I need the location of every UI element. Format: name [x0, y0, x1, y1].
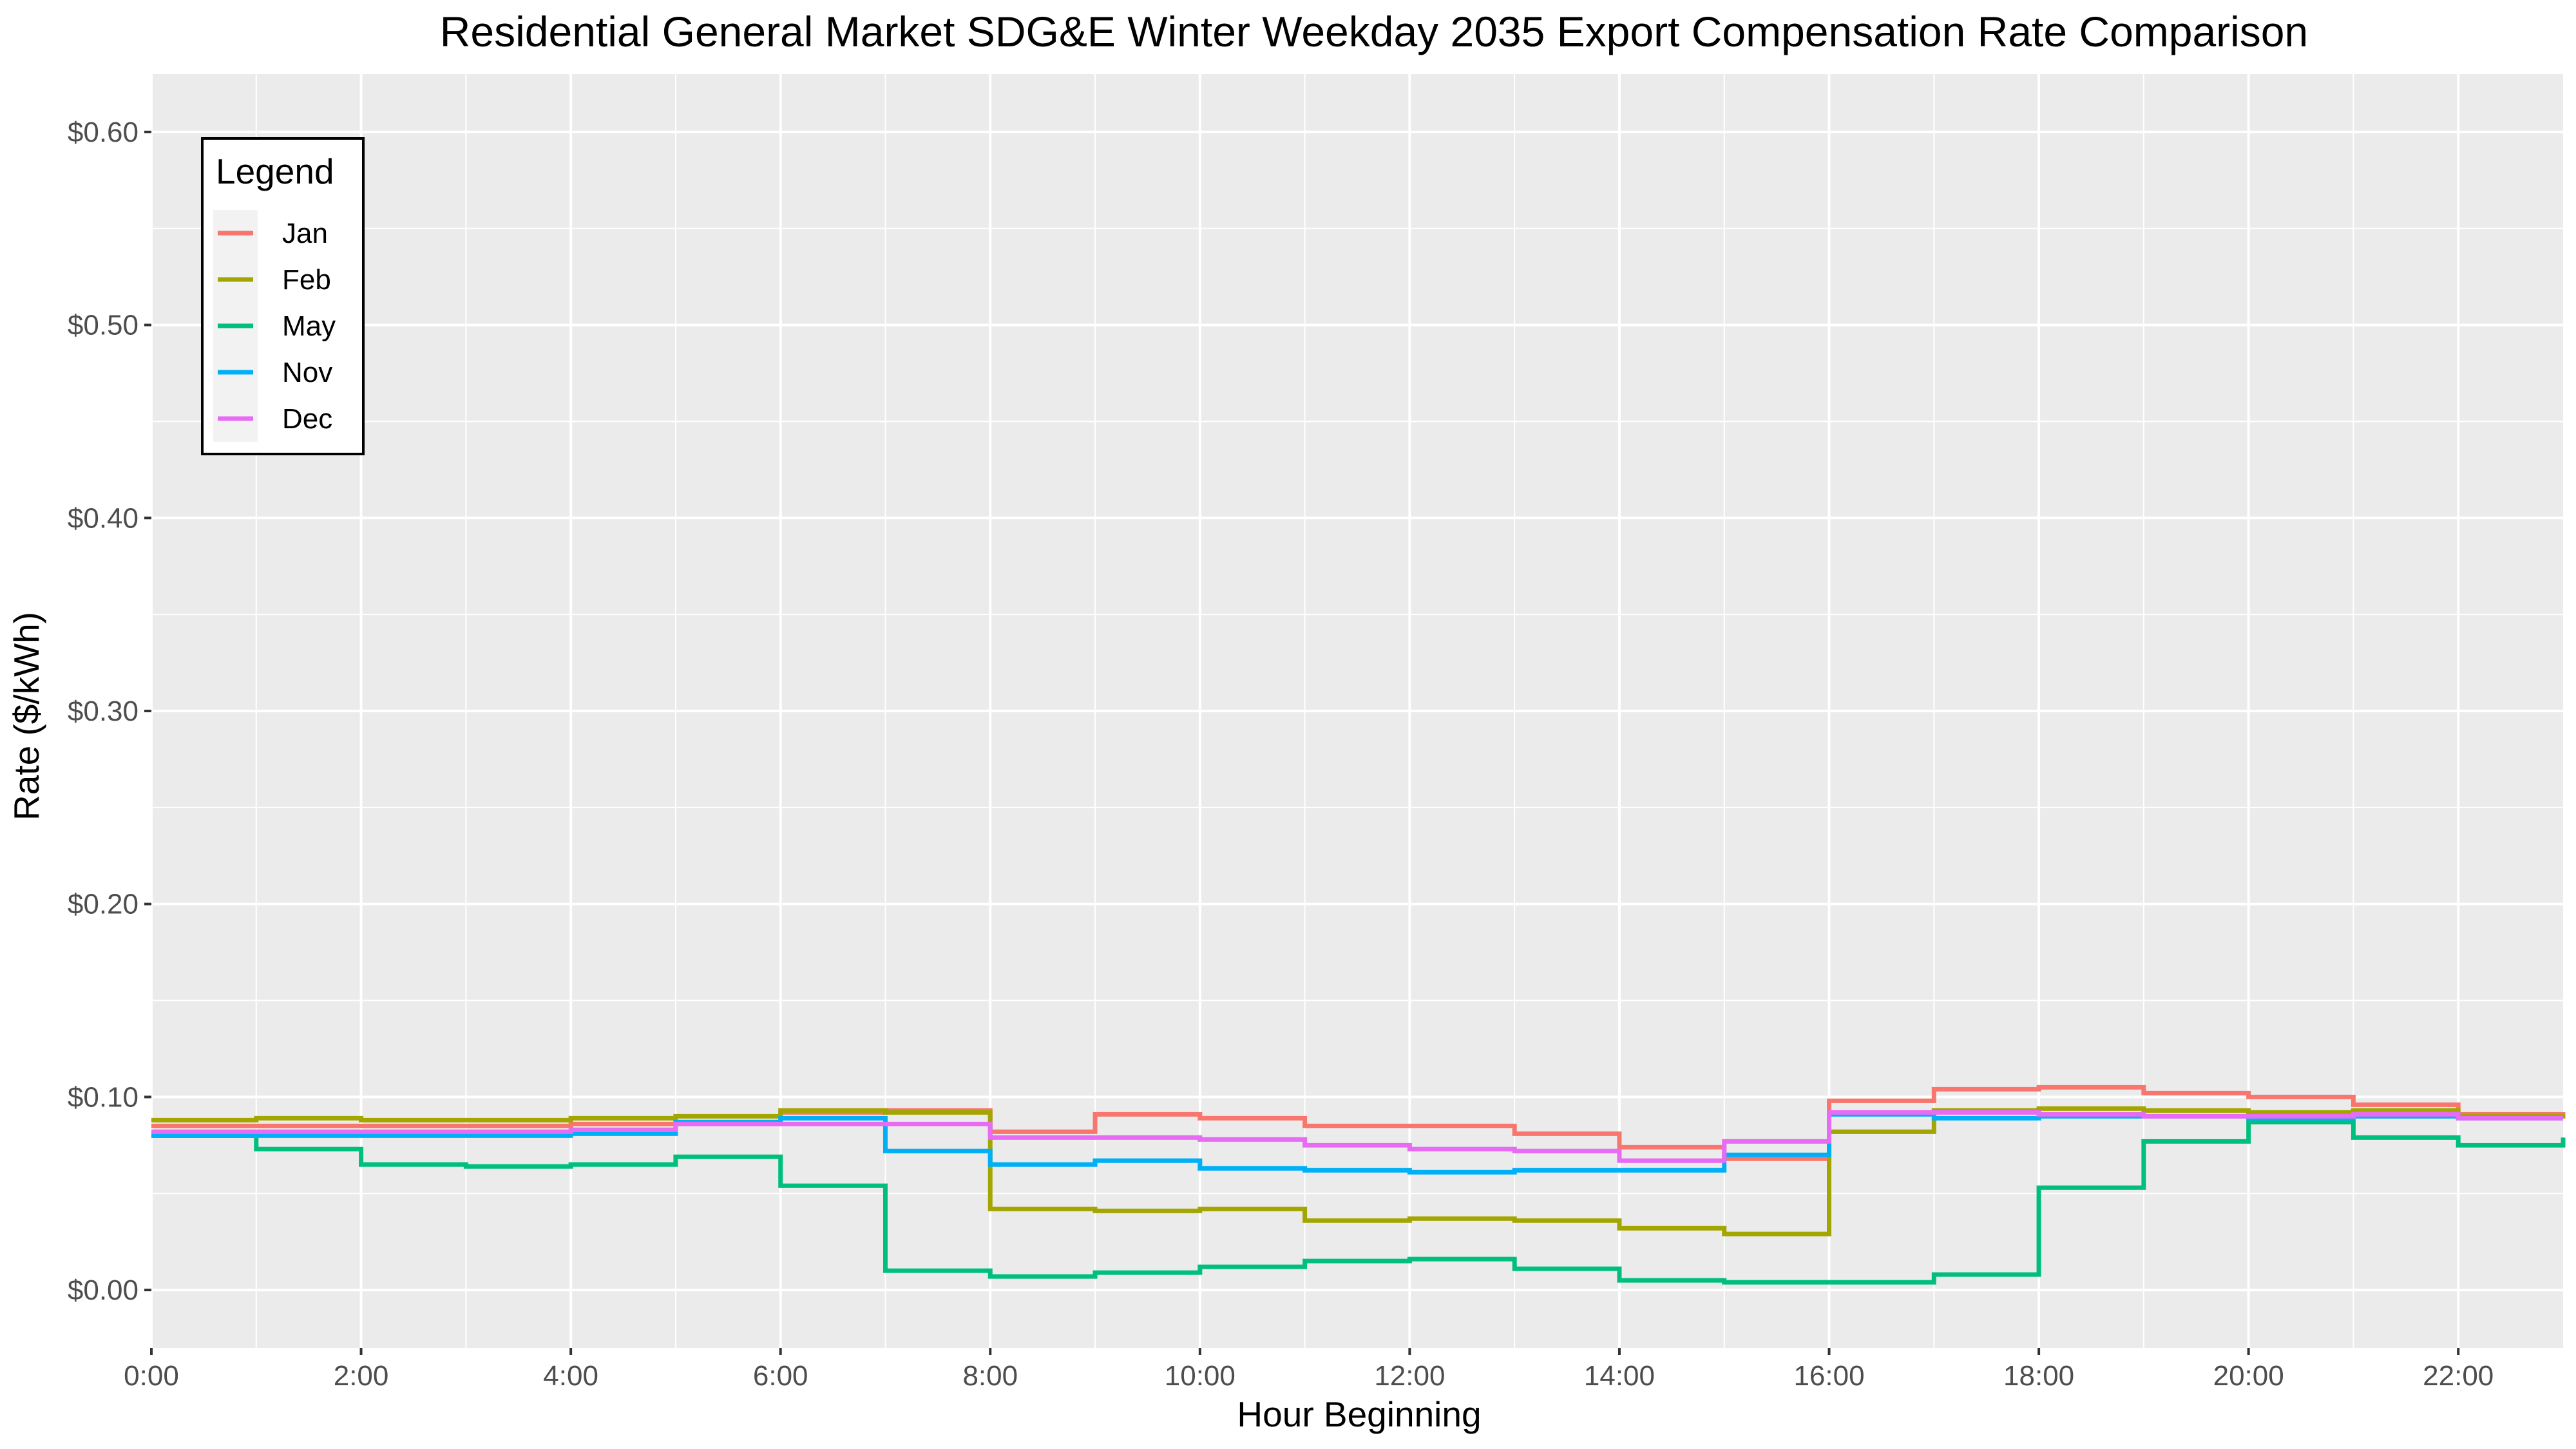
- x-tick-label: 2:00: [334, 1360, 389, 1392]
- legend-label-may: May: [282, 310, 336, 342]
- legend: Legend Jan Feb May Nov Dec: [201, 137, 365, 455]
- x-tick-label: 8:00: [962, 1360, 1018, 1392]
- x-tick-label: 22:00: [2423, 1360, 2494, 1392]
- legend-label-feb: Feb: [282, 264, 331, 296]
- y-tick-label: $0.00: [68, 1274, 138, 1306]
- legend-items: Jan Feb May Nov Dec: [213, 210, 336, 442]
- y-tick-label: $0.30: [68, 696, 138, 727]
- y-tick-label: $0.50: [68, 310, 138, 341]
- y-axis-title: Rate ($/kWh): [6, 612, 46, 820]
- legend-label-nov: Nov: [282, 357, 332, 388]
- y-tick-label: $0.40: [68, 502, 138, 534]
- x-tick-label: 14:00: [1584, 1360, 1655, 1392]
- series-line-dec: [151, 1110, 2563, 1163]
- y-tick-label: $0.10: [68, 1081, 138, 1113]
- y-tick-label: $0.60: [68, 117, 138, 148]
- x-tick-label: 16:00: [1793, 1360, 1864, 1392]
- y-axis: $0.00 $0.10 $0.20 $0.30 $0.40 $0.50 $0.60: [68, 117, 151, 1306]
- x-tick-label: 6:00: [753, 1360, 808, 1392]
- x-tick-label: 20:00: [2213, 1360, 2284, 1392]
- chart-title: Residential General Market SDG&E Winter …: [440, 8, 2308, 55]
- legend-label-dec: Dec: [282, 403, 332, 435]
- plot-panel: [150, 74, 2566, 1348]
- x-axis: 0:00 2:00 4:00 6:00 8:00 10:00 12:00 14:00 16:00…: [124, 1348, 2494, 1392]
- series-lines: [151, 1084, 2566, 1285]
- x-tick-label: 4:00: [543, 1360, 598, 1392]
- x-tick-label: 0:00: [124, 1360, 179, 1392]
- legend-title: Legend: [216, 151, 334, 191]
- x-tick-label: 18:00: [2003, 1360, 2074, 1392]
- x-tick-label: 10:00: [1165, 1360, 1236, 1392]
- x-tick-label: 12:00: [1374, 1360, 1445, 1392]
- y-tick-label: $0.20: [68, 889, 138, 920]
- series-line-may: [151, 1119, 2566, 1285]
- x-axis-title: Hour Beginning: [1237, 1394, 1481, 1434]
- series-line-feb: [151, 1106, 2566, 1236]
- legend-label-jan: Jan: [282, 218, 328, 249]
